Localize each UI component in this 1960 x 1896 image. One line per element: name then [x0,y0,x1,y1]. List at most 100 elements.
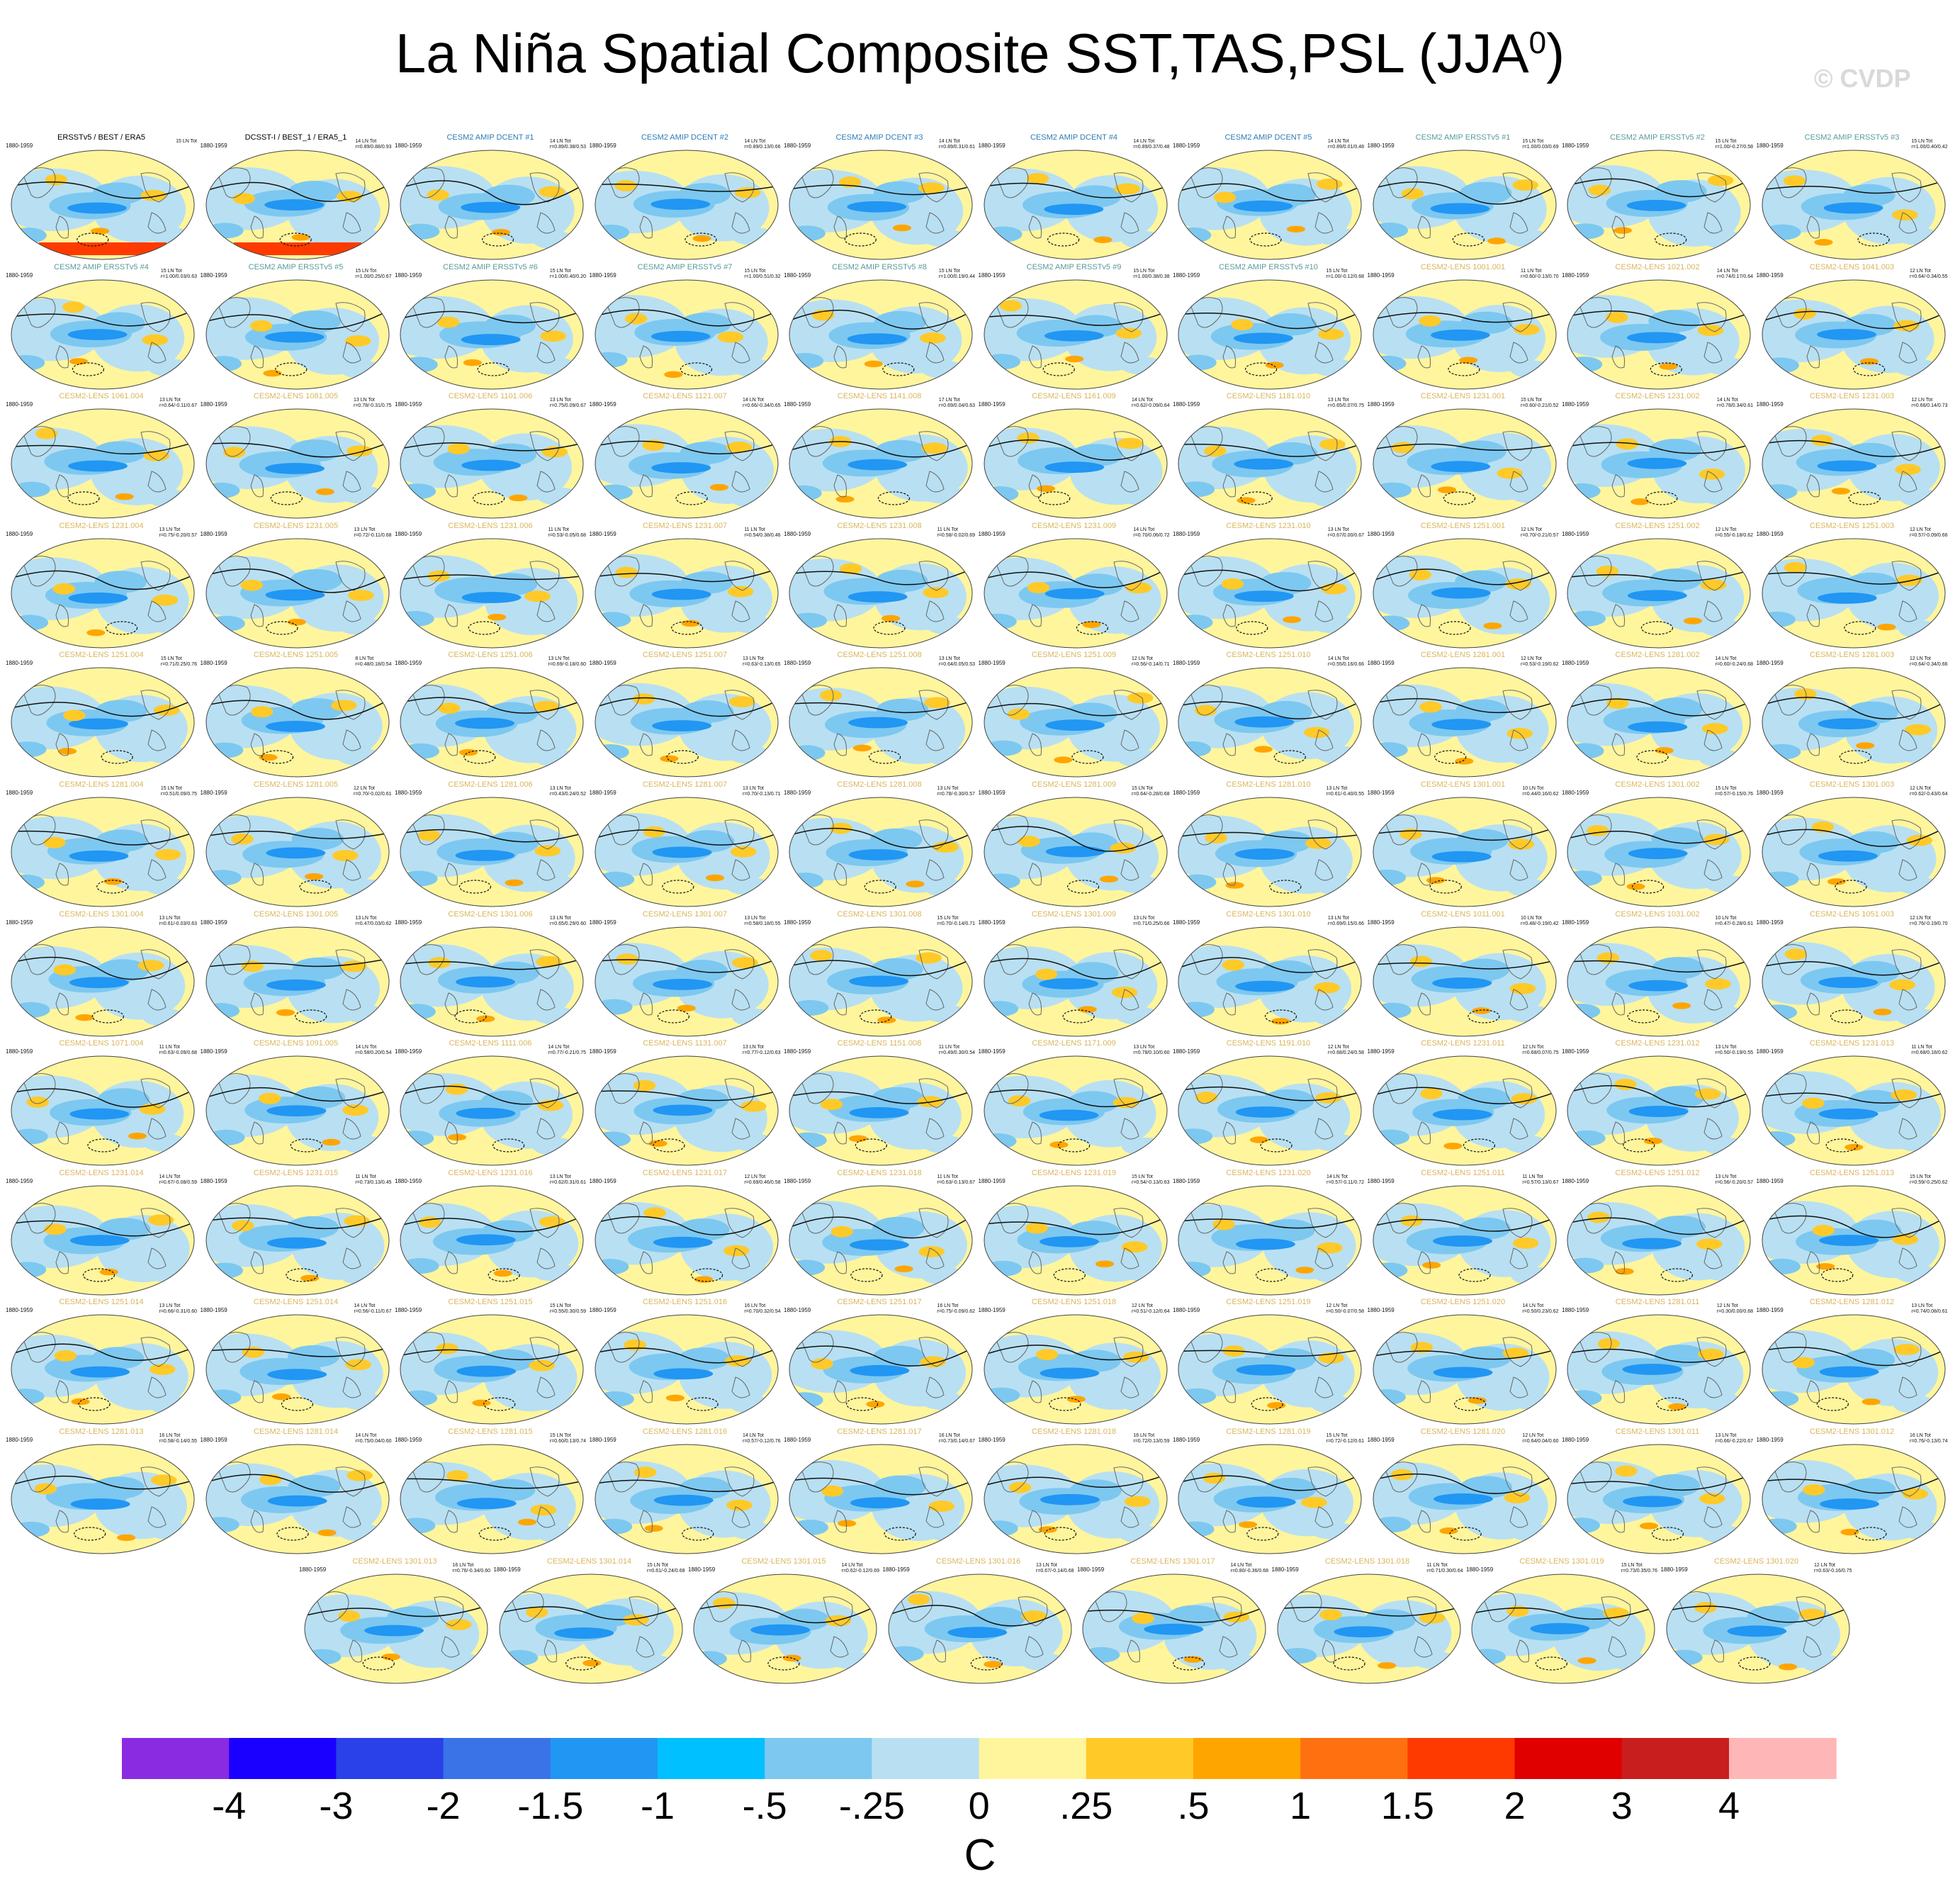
panel-title: CESM2-LENS 1081.005 [253,392,339,401]
panel-period: 1880-1959 [299,1566,327,1573]
panel-stats: 13 LN Tot r=0.50/-0.19/0.55 [1715,1045,1753,1056]
map-panel: CESM2-LENS 1281.019 1880-1959 15 LN Tot r=0… [1171,1427,1365,1556]
colorbar-swatch [765,1738,872,1779]
map-panel: CESM2-LENS 1281.015 1880-1959 15 LN Tot r=0… [393,1427,587,1556]
composite-map [789,797,973,907]
composite-map [789,408,973,519]
panel-stats: 15 LN Tot r=1.00/0.40/0.42 [1911,139,1947,150]
composite-map [1567,1185,1751,1296]
panel-title: CESM2-LENS 1301.019 [1519,1556,1604,1566]
map-panel: CESM2-LENS 1281.004 1880-1959 15 LN Tot r=0… [4,780,198,909]
panel-stats: 13 LN Tot r=0.77/-0.12/0.63 [743,1045,781,1056]
panel-period: 1880-1959 [589,919,616,926]
panel-event-count: 12 LN Tot [1716,1303,1738,1309]
map-panel: CESM2-LENS 1251.007 1880-1959 13 LN Tot r=0… [588,651,782,780]
panel-pattern-correlation: r=0.51/0.09/0.75 [160,792,197,797]
composite-map [400,797,584,907]
panel-title: CESM2-LENS 1301.010 [1226,909,1311,919]
panel-event-count: 10 LN Tot [1520,915,1542,921]
panel-pattern-correlation: r=0.71/0.25/0.66 [1133,921,1170,926]
panel-period: 1880-1959 [6,271,33,279]
map-panel: CESM2-LENS 1301.011 1880-1959 13 LN Tot r=0… [1560,1427,1755,1556]
panel-event-count: 15 LN Tot [1715,786,1737,791]
panel-stats: 16 LN Tot r=0.75/-0.09/0.62 [937,1303,975,1315]
map-panel: CESM2-LENS 1301.015 1880-1959 14 LN Tot r=0… [687,1557,881,1686]
panel-title: CESM2 AMIP DCENT #4 [1030,133,1118,142]
panel-title: CESM2-LENS 1281.014 [253,1427,339,1436]
panel-title: CESM2-LENS 1231.019 [1031,1168,1117,1177]
panel-period: 1880-1959 [6,1048,33,1055]
panel-pattern-correlation: r=0.61/-0.40/0.55 [1326,792,1364,797]
map-panel: CESM2-LENS 1131.007 1880-1959 13 LN Tot r=0… [588,1039,782,1168]
panel-event-count: 13 LN Tot [938,656,960,662]
composite-map [1567,150,1751,260]
panel-pattern-correlation: r=0.69/-0.18/0.60 [548,662,586,668]
panel-stats: 14 LN Tot r=0.55/0.16/0.66 [1328,656,1364,668]
panel-pattern-correlation: r=0.30/0.00/0.68 [1716,1309,1753,1315]
panel-title: CESM2-LENS 1251.009 [1031,651,1117,660]
map-panel: CESM2-LENS 1281.006 1880-1959 13 LN Tot r=0… [393,780,587,909]
panel-event-count: 13 LN Tot [1715,1174,1737,1179]
panel-event-count: 11 LN Tot [938,1045,960,1050]
panel-period: 1880-1959 [1173,271,1200,279]
watermark: © CVDP [1814,64,1911,93]
panel-period: 1880-1959 [978,1437,1006,1443]
map-panel: CESM2 AMIP DCENT #2 1880-1959 14 LN Tot r=0… [588,133,782,262]
panel-stats: 13 LN Tot r=0.43/0.24/0.52 [550,786,586,797]
panel-period: 1880-1959 [688,1566,716,1573]
panel-pattern-correlation: r=0.63/-0.16/0.75 [1813,1568,1852,1574]
panel-stats: 15 LN Tot r=0.72/-0.12/0.61 [1326,1433,1364,1445]
panel-title: CESM2-LENS 1281.008 [837,780,922,789]
panel-event-count: 14 LN Tot [1327,139,1349,144]
panel-period: 1880-1959 [784,1048,811,1055]
composite-map [789,150,973,260]
panel-pattern-correlation: r=0.68/0.18/0.62 [1911,1050,1948,1056]
panel-stats: 14 LN Tot r=0.57/-0.11/0.72 [1327,1174,1364,1186]
panel-title: CESM2-LENS 1281.003 [1809,651,1895,660]
panel-stats: 10 LN Tot r=0.47/-0.28/0.61 [1715,916,1753,927]
panel-title: CESM2-LENS 1091.005 [253,1039,339,1048]
panel-stats: 15 LN Tot r=1.00/0.38/0.38 [1133,269,1169,280]
colorbar-tick-label: 3 [1611,1785,1633,1823]
panel-period: 1880-1959 [1367,1307,1395,1314]
composite-map [400,1185,584,1296]
panel-event-count: 15 LN Tot [549,1303,571,1309]
panel-stats: 13 LN Tot r=0.47/0.03/0.62 [355,916,391,927]
composite-map [595,1444,778,1554]
panel-stats: 13 LN Tot r=0.75/-0.20/0.57 [159,527,197,539]
panel-period: 1880-1959 [589,1177,616,1184]
panel-stats: 13 LN Tot r=0.63/-0.13/0.65 [743,656,781,668]
panel-title: CESM2-LENS 1071.004 [59,1039,144,1048]
panel-period: 1880-1959 [784,1437,811,1443]
map-panel: CESM2-LENS 1281.013 1880-1959 16 LN Tot r=0… [4,1427,198,1556]
panel-event-count: 14 LN Tot [549,139,571,144]
panel-stats: 15 LN Tot r=1.00/-0.27/0.58 [1715,139,1753,150]
map-panel: ERSSTv5 / BEST / ERA5 1880-1959 15 LN Tot [4,133,198,262]
panel-title: CESM2-LENS 1231.008 [837,521,922,530]
panel-stats: 12 LN Tot r=0.62/-0.43/0.64 [1910,786,1948,797]
panel-pattern-correlation: r=0.74/0.08/0.61 [1911,1309,1948,1315]
panel-event-count: 13 LN Tot [742,1045,764,1050]
panel-pattern-correlation: r=1.00/0.38/0.38 [1133,274,1170,279]
panel-pattern-correlation: r=0.89/0.13/0.66 [744,145,781,150]
panel-title: CESM2-LENS 1251.013 [1809,1168,1895,1177]
map-panel: CESM2-LENS 1301.009 1880-1959 13 LN Tot r=0… [977,910,1171,1039]
panel-period: 1880-1959 [784,1307,811,1314]
composite-map [304,1574,488,1684]
composite-map [1178,1444,1362,1554]
panel-title: CESM2-LENS 1301.011 [1615,1427,1700,1436]
map-panel: CESM2-LENS 1251.004 1880-1959 15 LN Tot r=0… [4,651,198,780]
panel-title: CESM2-LENS 1231.004 [59,521,144,530]
map-panel: CESM2-LENS 1251.014 1880-1959 13 LN Tot r=0… [4,1298,198,1427]
composite-map [1373,1055,1556,1166]
panel-pattern-correlation: r=0.73/0.13/0.45 [355,1179,392,1185]
panel-pattern-correlation: r=0.62/-0.12/0.69 [841,1568,879,1574]
panel-pattern-correlation: r=0.67/-0.08/0.59 [159,1179,197,1185]
panel-period: 1880-1959 [1367,919,1395,926]
panel-period: 1880-1959 [978,660,1006,667]
panel-stats: 15 LN Tot r=0.54/-0.13/0.63 [1132,1174,1170,1186]
panel-title: CESM2-LENS 1231.020 [1226,1168,1311,1177]
map-panel: CESM2-LENS 1231.011 1880-1959 12 LN Tot r=0… [1366,1039,1560,1168]
panel-pattern-correlation: r=0.60/-0.24/0.68 [1715,662,1753,668]
colorbar-swatch [122,1738,230,1779]
